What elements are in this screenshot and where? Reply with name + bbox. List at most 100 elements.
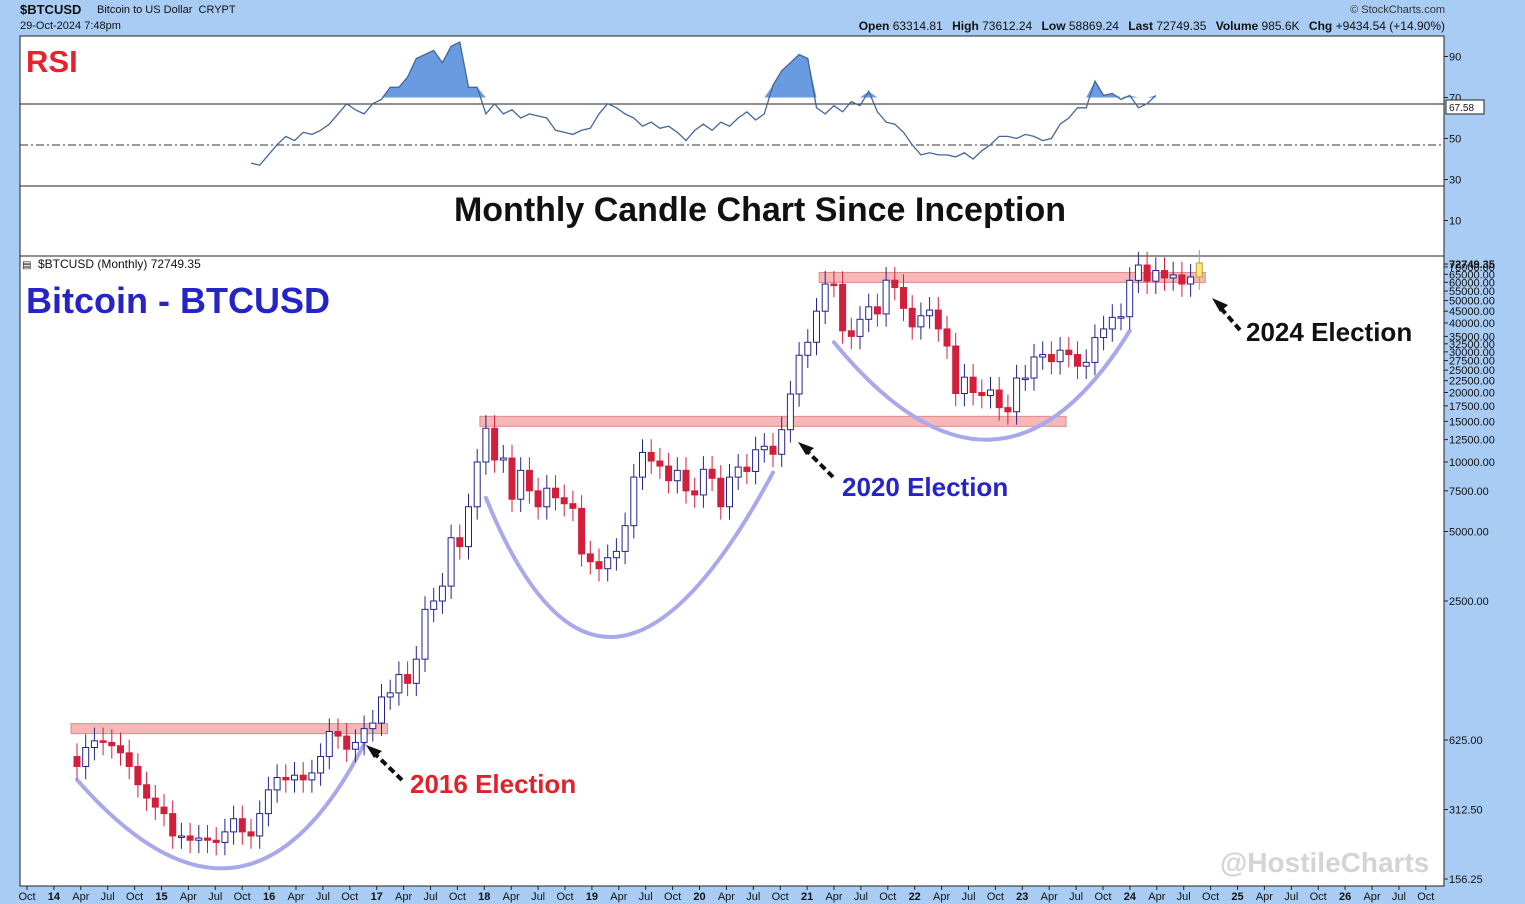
x-tick-label: 18 xyxy=(478,891,490,903)
candle xyxy=(665,452,673,494)
candle xyxy=(778,416,786,468)
price-tick-label: 2500.00 xyxy=(1449,596,1489,608)
candle xyxy=(212,827,220,856)
candle xyxy=(378,683,385,736)
candle xyxy=(143,771,151,811)
rsi-line xyxy=(250,41,1157,166)
base-arcs xyxy=(75,328,1132,871)
candle xyxy=(317,743,325,786)
candle xyxy=(882,267,890,327)
candle xyxy=(908,295,916,340)
candle xyxy=(691,477,699,508)
x-tick-label: Oct xyxy=(449,891,466,903)
candle xyxy=(1126,267,1134,330)
candle xyxy=(90,727,98,761)
pivot-zone xyxy=(70,723,388,735)
x-tick-label: Oct xyxy=(234,891,251,903)
candle xyxy=(804,329,812,369)
pivot-zone xyxy=(818,271,1206,283)
candle xyxy=(1143,251,1151,294)
x-tick-label: 17 xyxy=(371,891,383,903)
candle xyxy=(647,439,655,474)
price-tick-label: 27500.00 xyxy=(1449,356,1495,368)
candle xyxy=(360,715,368,756)
candle xyxy=(264,776,272,827)
price-tick-label: 12500.00 xyxy=(1449,435,1495,447)
candle xyxy=(978,379,986,409)
candle xyxy=(847,317,855,350)
x-tick-label: 22 xyxy=(909,891,921,903)
price-panel-legend: $BTCUSD (Monthly) 72749.35 xyxy=(38,257,201,271)
candles xyxy=(73,249,1203,856)
x-tick-label: Oct xyxy=(1202,891,1219,903)
candle xyxy=(743,454,751,485)
annotation-2020: 2020 Election xyxy=(798,442,1008,502)
x-tick-label: Oct xyxy=(664,891,681,903)
candle xyxy=(456,524,464,560)
candle xyxy=(1152,257,1160,294)
price-tick-label: 70000.00 xyxy=(1449,262,1495,274)
candle xyxy=(325,718,333,770)
candle xyxy=(769,433,777,468)
annotation-2016-label: 2016 Election xyxy=(410,769,576,799)
candle xyxy=(204,824,211,854)
candle xyxy=(230,805,238,845)
price-tick-label: 156.25 xyxy=(1449,874,1483,886)
x-tick-label: 21 xyxy=(801,891,813,903)
chg-value: +9434.54 (+14.90%) xyxy=(1335,19,1445,33)
candle xyxy=(621,512,629,565)
exchange-label: CRYPT xyxy=(198,4,236,16)
x-axis: Oct 14 Apr Jul Oct 15 Apr Jul Oct 16 Apr Jul Oct 17 Ap… xyxy=(18,886,1434,903)
x-tick-label: 23 xyxy=(1016,891,1028,903)
candle xyxy=(369,709,377,742)
price-tick-label: 35000.00 xyxy=(1449,331,1495,343)
candle xyxy=(673,457,681,494)
candle xyxy=(1169,261,1177,291)
x-tick-label: Apr xyxy=(1148,891,1165,903)
candle xyxy=(525,457,533,504)
x-tick-label: Apr xyxy=(180,891,197,903)
candle xyxy=(134,753,142,798)
annotation-2016: 2016 Election xyxy=(366,745,576,799)
candle xyxy=(534,477,542,520)
rsi-tick-label: 30 xyxy=(1449,175,1461,187)
candle xyxy=(421,596,429,672)
annotation-2024-label: 2024 Election xyxy=(1246,317,1412,347)
price-tick-label: 32500.00 xyxy=(1449,339,1495,351)
price-tick-label: 40000.00 xyxy=(1449,318,1495,330)
x-tick-label: Jul xyxy=(316,891,330,903)
candle xyxy=(273,764,281,803)
candle xyxy=(256,800,264,849)
source-credit: © StockCharts.com xyxy=(1350,4,1445,16)
candle xyxy=(117,732,124,766)
x-tick-label: Jul xyxy=(1177,891,1191,903)
candle xyxy=(221,818,229,856)
rsi-title: RSI xyxy=(26,44,78,79)
rsi-tick-label: 50 xyxy=(1449,134,1461,146)
candle xyxy=(934,296,942,342)
candle xyxy=(351,729,359,763)
candle xyxy=(1004,394,1012,425)
candle xyxy=(465,493,472,560)
candle xyxy=(682,457,690,504)
candle xyxy=(1195,249,1203,290)
rsi-subtitle: Monthly Candle Chart Since Inception xyxy=(454,191,1066,229)
candle xyxy=(900,274,907,322)
candle xyxy=(160,793,168,827)
candle xyxy=(447,524,455,599)
pivot-zones xyxy=(70,271,1206,735)
x-tick-label: 14 xyxy=(48,891,61,903)
chart-date: 29-Oct-2024 7:48pm xyxy=(20,20,121,32)
price-tick-label: 72749.35 xyxy=(1449,259,1495,271)
x-tick-label: 26 xyxy=(1339,891,1351,903)
candle xyxy=(1108,304,1116,342)
x-tick-label: Oct xyxy=(126,891,143,903)
candle xyxy=(1021,364,1029,391)
x-tick-label: Jul xyxy=(1069,891,1083,903)
candle xyxy=(499,444,507,473)
candle xyxy=(1082,349,1090,380)
x-tick-label: Apr xyxy=(1256,891,1273,903)
candle xyxy=(995,376,1003,421)
price-tick-label: 65000.00 xyxy=(1449,269,1495,281)
x-tick-label: Oct xyxy=(1094,891,1111,903)
